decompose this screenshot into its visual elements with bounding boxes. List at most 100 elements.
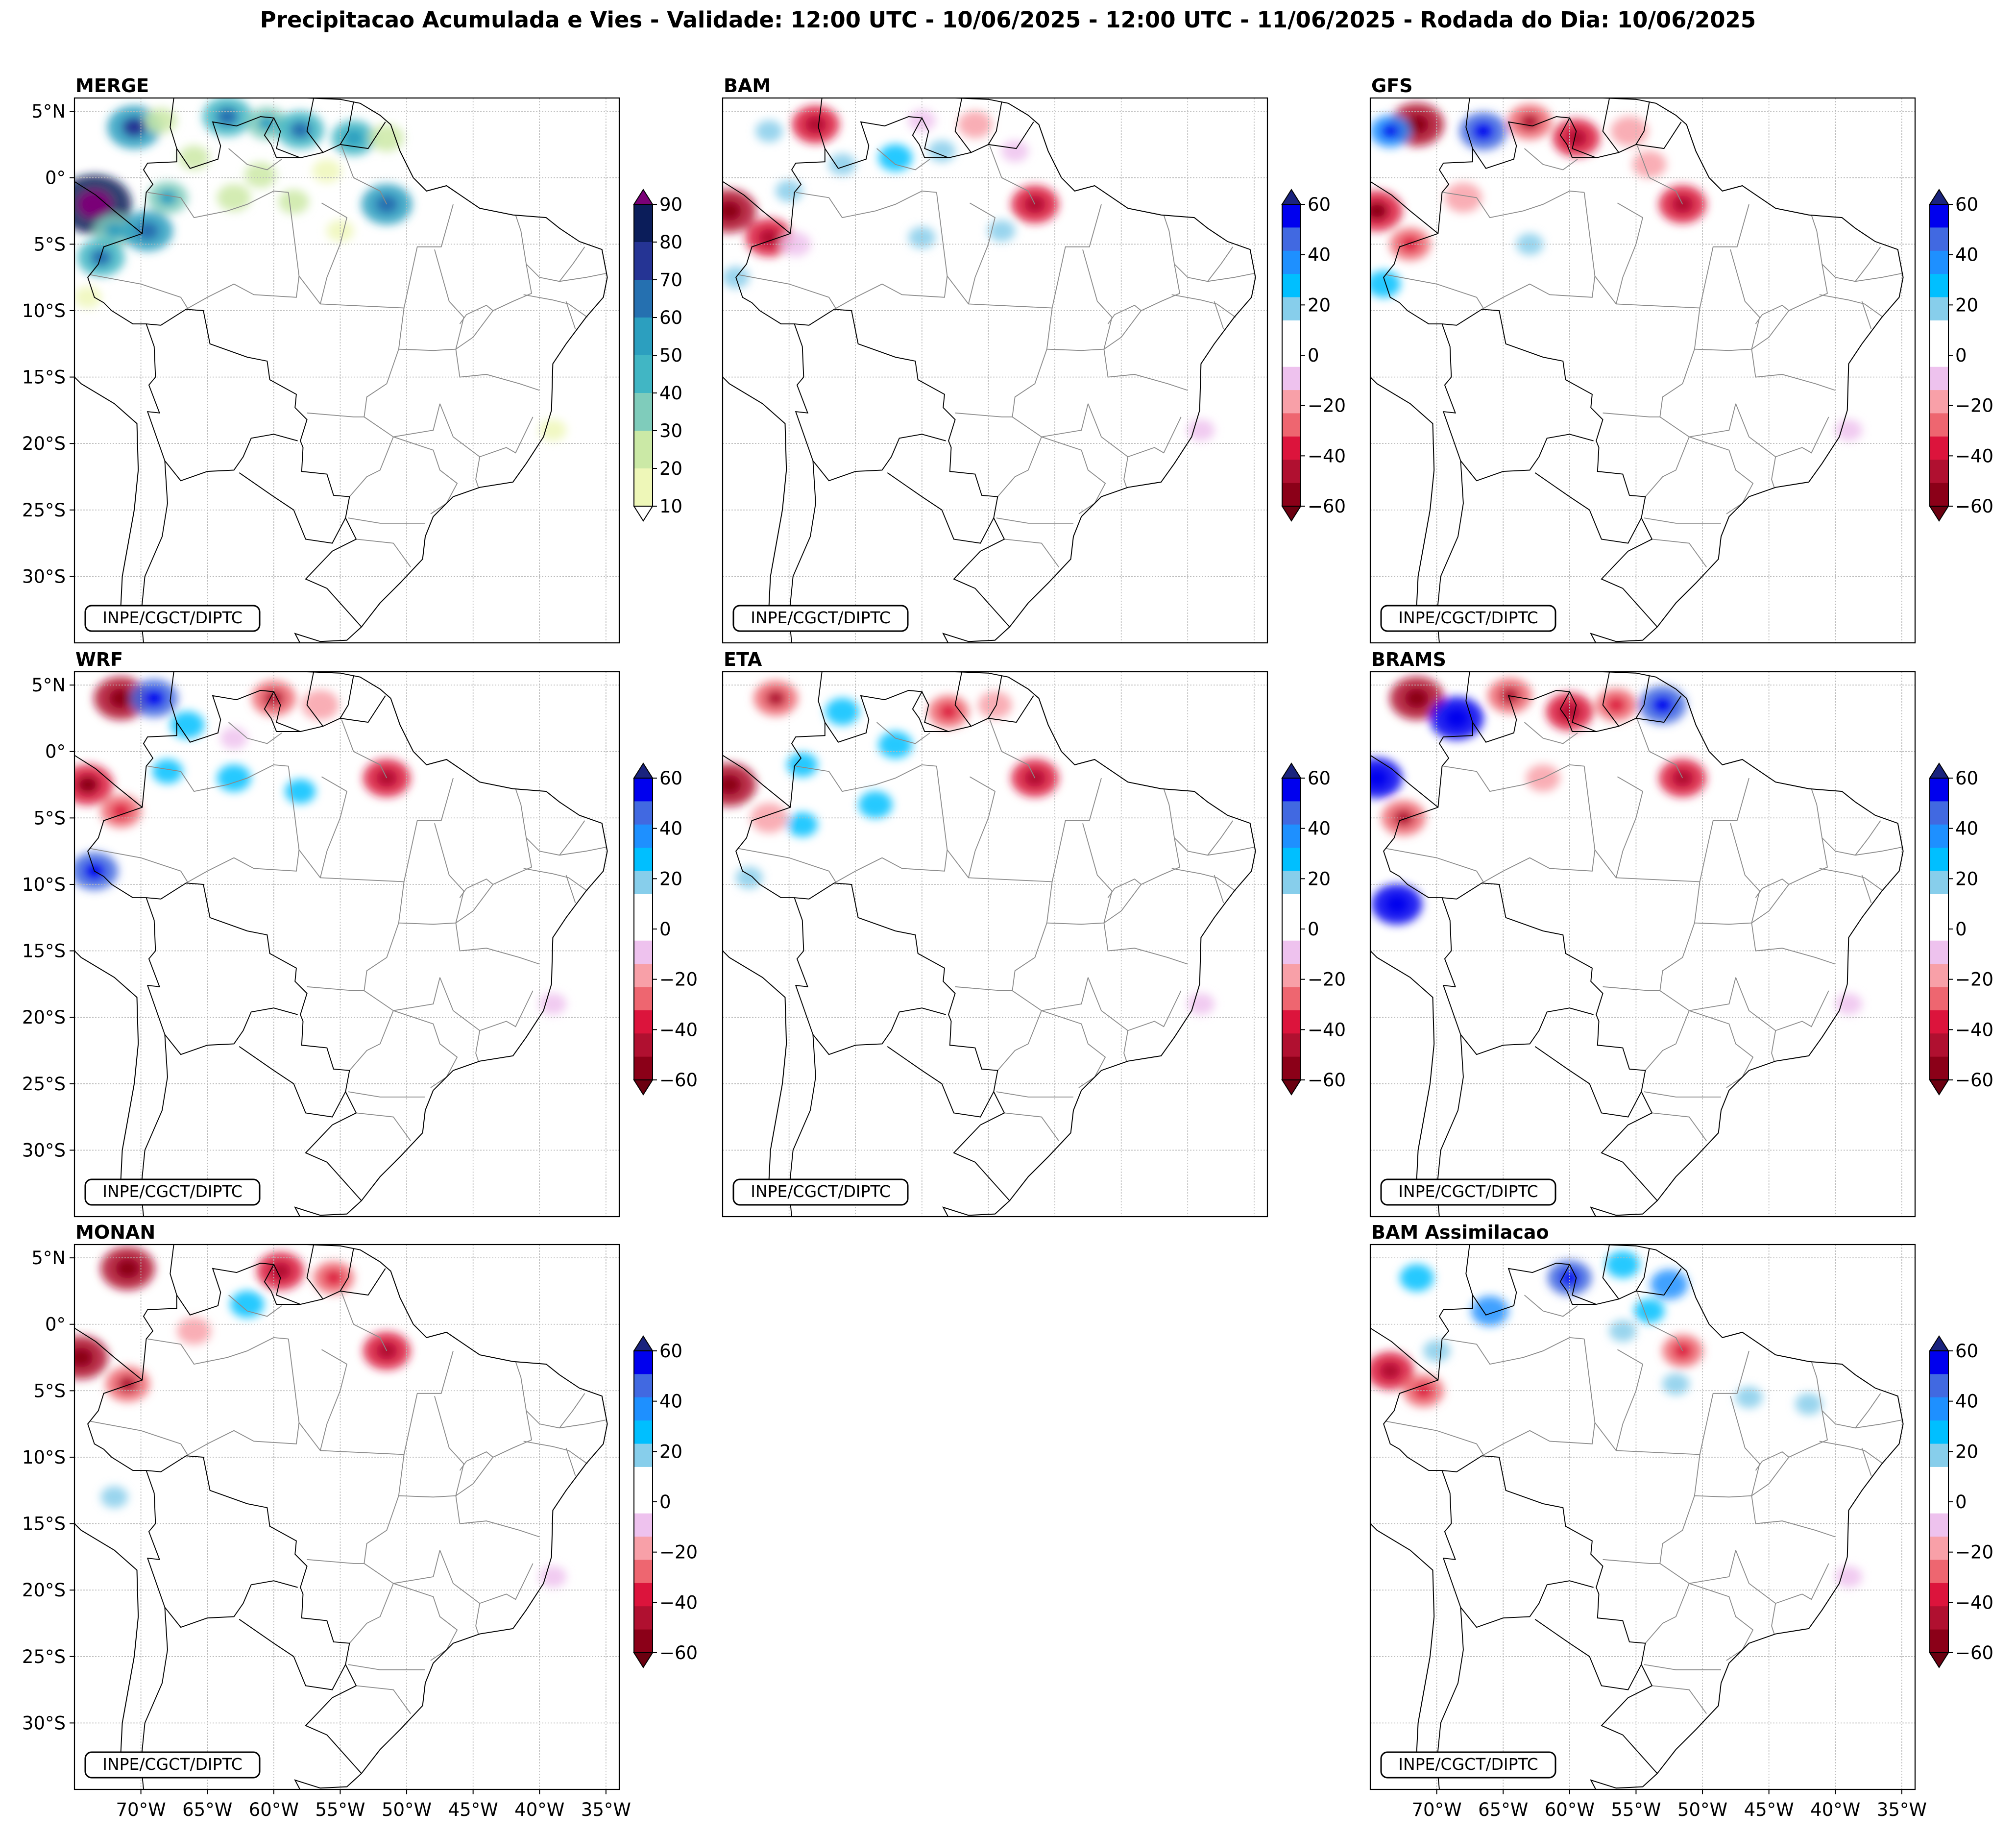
data-blob-core	[122, 117, 146, 137]
data-blob-core	[1473, 122, 1494, 140]
coastline	[294, 1245, 608, 1789]
state-border	[1603, 412, 1660, 417]
data-blob	[220, 727, 248, 749]
state-border	[1088, 403, 1182, 458]
credit-text: INPE/CGCT/DIPTC	[102, 1182, 243, 1201]
state-border	[989, 719, 1036, 779]
state-border	[459, 879, 493, 898]
country-border	[672, 733, 719, 753]
colorbar-label: 40	[1308, 818, 1331, 839]
colorbar-label: 20	[659, 1441, 682, 1462]
field-layer	[723, 105, 1215, 441]
colorbar-label: 40	[659, 383, 682, 404]
data-blob-core	[258, 116, 276, 131]
colorbar-label: −60	[1308, 1070, 1346, 1091]
colorbar-segment	[1930, 320, 1948, 344]
state-border	[1482, 766, 1596, 883]
field-layer	[1370, 102, 1863, 441]
data-blob	[978, 691, 1012, 719]
state-border	[1694, 823, 1760, 925]
colorbar-label: −40	[1955, 1019, 1993, 1040]
state-border	[1659, 923, 1736, 1011]
state-border	[559, 820, 585, 856]
country-border	[87, 116, 386, 628]
data-blob	[1835, 1565, 1863, 1588]
state-border	[1689, 436, 1754, 514]
state-border	[398, 823, 464, 925]
state-border	[1207, 246, 1234, 282]
country-border	[239, 1619, 346, 1690]
credit-frame	[732, 1178, 909, 1206]
country-border	[672, 159, 719, 179]
colorbar-segment	[634, 393, 653, 431]
country-border	[735, 690, 1034, 1201]
data-blob	[178, 146, 210, 170]
lat-label: 10°S	[22, 1447, 66, 1468]
credit-text: INPE/CGCT/DIPTC	[1398, 608, 1538, 627]
state-border	[439, 403, 534, 458]
colorbar-label: 0	[1308, 345, 1319, 366]
data-blob	[878, 731, 913, 758]
state-border	[349, 1010, 394, 1071]
colorbar-segment	[634, 1420, 653, 1444]
state-border	[1103, 349, 1188, 391]
data-blob	[1634, 1298, 1665, 1323]
colorbar-segment	[634, 1606, 653, 1630]
state-border	[186, 192, 300, 310]
credit-text: INPE/CGCT/DIPTC	[102, 1755, 243, 1774]
lon-label: 35°W	[581, 1799, 631, 1820]
data-blob	[828, 153, 856, 175]
state-border	[996, 1091, 1073, 1098]
state-border	[455, 1361, 533, 1496]
data-blob	[1735, 1386, 1763, 1409]
data-blob-core	[136, 221, 159, 240]
data-blob	[1187, 419, 1215, 441]
data-blob-core	[1024, 196, 1045, 213]
colorbar-label: 20	[1955, 1441, 1978, 1462]
state-border	[398, 1395, 464, 1498]
state-border	[1855, 246, 1881, 282]
state-border	[1819, 294, 1884, 318]
data-blob	[312, 159, 342, 183]
colorbar-label: −20	[1955, 969, 1993, 990]
colorbar-label: −40	[1308, 445, 1346, 466]
state-border	[298, 1422, 404, 1455]
colorbar-segment	[1930, 413, 1948, 437]
state-border	[1171, 294, 1236, 318]
colorbar-label: 20	[1955, 868, 1978, 889]
panel-title: MERGE	[75, 75, 149, 97]
state-border	[1735, 977, 1829, 1031]
colorbar-segment	[1282, 483, 1301, 507]
colorbar-extend-bottom	[1281, 506, 1302, 522]
colorbar-label: −20	[1955, 1542, 1993, 1563]
lat-label: 15°S	[22, 1514, 66, 1535]
colorbar-segment	[634, 204, 653, 243]
colorbar-label: −60	[1955, 1070, 1993, 1091]
country-border	[170, 98, 177, 149]
data-blob-core	[1380, 1362, 1401, 1380]
panel-title: GFS	[1371, 75, 1413, 97]
colorbar-label: −40	[1308, 1019, 1346, 1040]
data-blob-core	[90, 249, 112, 266]
state-border	[1699, 204, 1749, 308]
lon-label: 60°W	[1545, 1799, 1595, 1820]
state-border	[348, 1664, 425, 1670]
colorbar-segment	[634, 801, 653, 825]
colorbar-segment	[1282, 964, 1301, 988]
colorbar-extend-top	[1929, 189, 1949, 205]
state-border	[403, 1350, 454, 1455]
country-border	[794, 897, 946, 1055]
colorbar-label: −20	[1955, 395, 1993, 416]
colorbar-label: −60	[1955, 496, 1993, 517]
colorbar: 60 40 20 0 −20 −40 −60	[633, 1335, 698, 1668]
data-blob	[858, 791, 893, 818]
state-border	[1755, 1451, 1789, 1471]
colorbar-label: 0	[1955, 345, 1967, 366]
panel-title: BRAMS	[1371, 649, 1446, 670]
colorbar-label: 20	[659, 868, 682, 889]
colorbar-extend-bottom	[633, 1652, 654, 1668]
state-border	[1482, 1339, 1596, 1456]
lat-label: 5°N	[31, 101, 66, 122]
data-blob	[775, 180, 803, 202]
country-border	[1534, 1619, 1642, 1690]
